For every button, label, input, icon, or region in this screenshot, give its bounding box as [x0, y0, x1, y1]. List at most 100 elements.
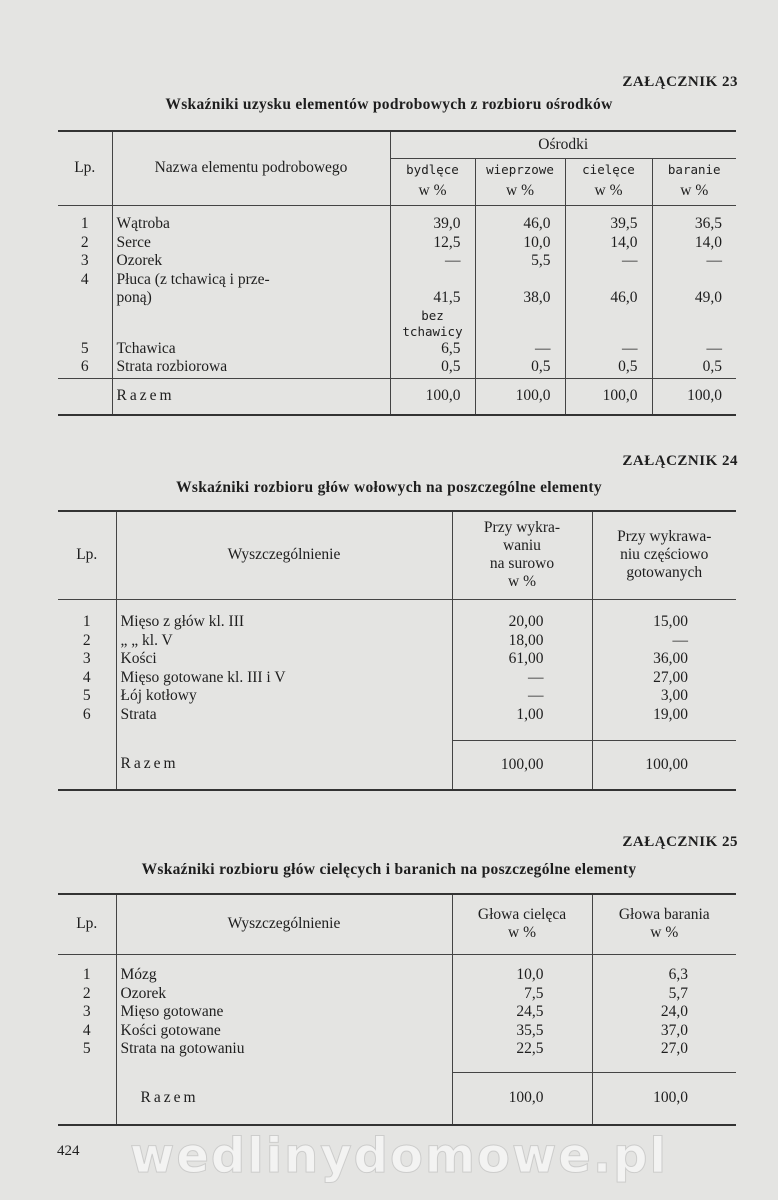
row-value: —	[451, 687, 592, 706]
total-row: Razem 100,0 100,0	[58, 1072, 736, 1125]
row-value: 61,00	[451, 650, 592, 669]
row-name: Płuca (z tchawicą i prze-	[111, 270, 390, 289]
row-value: 35,5	[451, 1021, 592, 1040]
spacer-cell	[389, 376, 475, 379]
total-row: Razem 100,00 100,00	[58, 739, 736, 790]
table-row: 1 Mózg 10,0 6,3	[58, 966, 736, 985]
col-unit: w %	[506, 182, 534, 200]
annex-25-table: Lp. Wyszczególnienie Głowa cielęca w % Głow…	[58, 893, 736, 1126]
row-name: Strata rozbiorowa	[111, 358, 390, 377]
spacer-cell	[591, 954, 736, 966]
row-value: 22,5	[451, 1040, 592, 1059]
row-value: 6,3	[591, 966, 736, 985]
table-row: poną) 41,5 38,0 46,0 49,0	[58, 289, 737, 308]
spacer-cell	[474, 205, 565, 215]
row-value: —	[564, 339, 652, 358]
row-value: 14,0	[564, 233, 652, 252]
row-value: 20,00	[451, 613, 592, 632]
row-value: 36,00	[591, 650, 736, 669]
spacer-cell	[58, 599, 116, 613]
spacer-cell	[58, 724, 116, 740]
row-value: —	[651, 339, 737, 358]
annex-23-title: Wskaźniki uzysku elementów podrobowych z…	[165, 96, 613, 113]
row-value	[564, 323, 652, 340]
row-value: 10,0	[474, 233, 565, 252]
spacer-cell	[591, 724, 736, 740]
row-value: —	[474, 339, 565, 358]
row-value	[651, 323, 737, 340]
header-col-1: wieprzowe w %	[474, 158, 565, 206]
row-number: 2	[82, 984, 91, 1002]
row-number: 5	[82, 687, 91, 704]
annex-23-table: Lp. Nazwa elementu podrobowego Ośrodki b…	[58, 130, 737, 416]
header-lp: Lp.	[58, 894, 116, 955]
col-unit: w %	[594, 182, 623, 200]
header-col-1: Głowa barania w %	[591, 894, 736, 955]
row-number: 4	[80, 270, 89, 288]
header-col-2: cielęce w %	[564, 158, 652, 206]
table-row: 2 Ozorek 7,5 5,7	[58, 984, 736, 1003]
annex-24-label: ZAŁĄCZNIK 24	[622, 453, 738, 469]
header-group: Ośrodki	[389, 131, 737, 159]
spacer-cell	[564, 205, 652, 215]
table-row: 5 Tchawica 6,5— — —	[58, 339, 737, 358]
row-value: —	[564, 252, 652, 271]
spacer-cell	[115, 599, 452, 613]
row-value	[651, 307, 737, 324]
row-name: Wątroba	[111, 215, 390, 234]
row-name: Mięso gotowane kl. III i V	[115, 668, 452, 687]
row-number: 1	[82, 613, 91, 630]
table-row: 3 Ozorek —5,5— —	[58, 252, 737, 271]
row-name: Kości gotowane	[115, 1021, 452, 1040]
row-value: 5,5	[474, 252, 565, 271]
row-number: 4	[82, 1021, 91, 1039]
spacer-cell	[451, 599, 592, 613]
row-value: 46,0	[564, 289, 652, 308]
row-name: Kości	[115, 650, 452, 669]
header-col-3: baranie w %	[651, 158, 737, 206]
row-value	[474, 323, 565, 340]
row-number: 5	[82, 1040, 91, 1057]
row-name: poną)	[111, 289, 390, 308]
row-number: 3	[82, 1003, 91, 1020]
row-value: —	[591, 631, 736, 650]
row-number	[58, 1073, 116, 1125]
row-value: bez	[389, 307, 475, 324]
total-label: Razem	[115, 740, 452, 790]
total-value: 100,0	[591, 1072, 736, 1125]
spacer-cell	[451, 954, 592, 966]
spacer-cell	[115, 1058, 452, 1073]
row-name: Tchawica	[111, 339, 390, 358]
col-name: bydlęce	[406, 162, 459, 178]
spacer-cell	[564, 376, 652, 379]
row-value: 49,0	[651, 289, 737, 308]
header-col-1: Przy wykrawa- niu częściowo gotowanych	[591, 511, 736, 600]
row-value: 27,00	[591, 668, 736, 687]
spacer-cell	[111, 376, 390, 379]
row-name: „ „ kl. V	[115, 631, 452, 650]
row-value: 1,00	[451, 705, 592, 724]
spacer-cell	[651, 205, 737, 215]
row-number: 2	[80, 233, 89, 251]
spacer-cell	[591, 599, 736, 613]
spacer-cell	[451, 1058, 592, 1073]
total-row: Razem 100,0 100,0 100,0 100,0	[58, 378, 737, 415]
table-row: 2 „ „ kl. V 18,00—	[58, 631, 736, 650]
row-value: 18,00	[451, 631, 592, 650]
header-col-0: Przy wykra- waniu na surowo w %	[451, 511, 592, 600]
row-number: 4	[82, 668, 91, 686]
table-row: 4 Płuca (z tchawicą i prze-	[58, 270, 737, 289]
total-value: 100,00	[451, 739, 592, 790]
row-name: Mięso gotowane	[115, 1003, 452, 1022]
total-value: 100,0	[474, 378, 565, 415]
table-row: 1 Mięso z głów kl. III 20,00 15,00	[58, 613, 736, 632]
row-value: 39,5	[564, 215, 652, 234]
row-name: Ozorek	[111, 252, 390, 271]
total-label: Razem	[111, 378, 390, 415]
header-lp: Lp.	[58, 131, 112, 206]
spacer-cell	[389, 205, 475, 215]
spacer-cell	[111, 205, 390, 215]
header-lp: Lp.	[58, 511, 116, 600]
annex-24-title: Wskaźniki rozbioru głów wołowych na posz…	[176, 479, 602, 496]
row-value: 38,0	[474, 289, 565, 308]
